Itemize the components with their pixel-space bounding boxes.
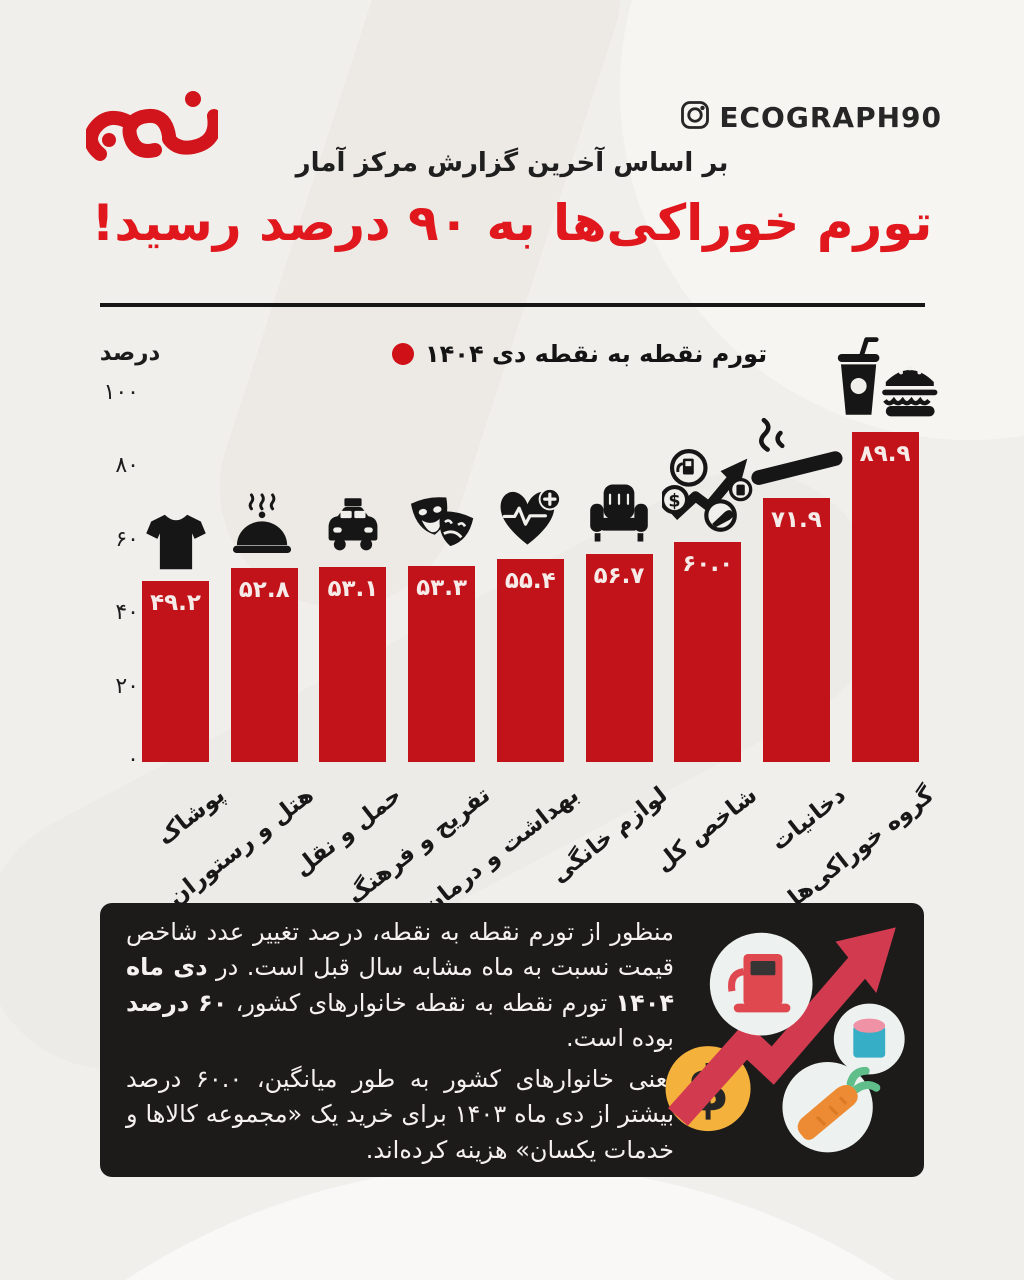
title-divider	[100, 303, 925, 307]
bar: ۸۹.۹	[851, 432, 919, 762]
bar-value-label: ۵۵.۴	[504, 568, 556, 594]
fastfood-icon	[825, 332, 945, 424]
tshirt-icon	[144, 511, 208, 573]
health-icon	[495, 487, 565, 551]
bar-value-label: ۸۹.۹	[859, 441, 911, 467]
y-tick: ۰	[127, 747, 139, 772]
inflation-illustration: $	[662, 915, 910, 1163]
bar-value-label: ۵۶.۷	[593, 563, 645, 589]
chart-legend: تورم نقطه به نقطه دی ۱۴۰۴	[392, 340, 767, 368]
legend-label: تورم نقطه به نقطه دی ۱۴۰۴	[425, 340, 768, 368]
y-tick: ۱۰۰	[103, 380, 139, 405]
y-tick: ۲۰	[115, 673, 139, 699]
category-label: دخانیات	[766, 782, 851, 856]
info-paragraph: منظور از تورم نقطه به نقطه، درصد تغییر ع…	[126, 918, 674, 1052]
bar: ۴۹.۲	[142, 581, 209, 762]
bar: ۵۵.۴	[496, 559, 564, 762]
svg-text:$: $	[668, 491, 680, 511]
info-text: منظور از تورم نقطه به نقطه، درصد تغییر ع…	[126, 915, 674, 1174]
y-axis-label: درصد	[99, 340, 161, 366]
oil-barrel-icon	[833, 1003, 905, 1075]
bar: ۵۳.۱	[319, 567, 387, 762]
y-tick: ۴۰	[115, 600, 139, 626]
legend-dot-icon	[392, 343, 414, 365]
info-box: منظور از تورم نقطه به نقطه، درصد تغییر ع…	[100, 903, 924, 1177]
brand-logo	[84, 86, 222, 166]
bar-value-label: ۶۰.۰	[682, 551, 734, 577]
page-title: تورم خوراکی‌ها به ۹۰ درصد رسید!	[91, 194, 933, 252]
bar-value-label: ۵۳.۱	[327, 576, 379, 602]
handle-text: ECOGRAPH90	[719, 100, 942, 134]
instagram-handle: ECOGRAPH90	[680, 100, 942, 134]
bar-value-label: ۵۲.۸	[238, 577, 290, 603]
bar: ۵۶.۷	[585, 554, 653, 762]
info-paragraph: یعنی خانوارهای کشور به طور میانگین، ۶۰.۰…	[126, 1065, 675, 1164]
instagram-icon	[680, 100, 710, 134]
carrot-icon	[782, 1062, 881, 1153]
bar: ۵۳.۳	[408, 566, 476, 762]
bar-value-label: ۴۹.۲	[150, 590, 201, 616]
fuel-pump-icon	[709, 932, 813, 1036]
index-icon: $	[661, 446, 754, 534]
brand-logo-mark	[84, 91, 222, 161]
y-tick: ۶۰	[115, 526, 139, 552]
category-label: بهداشت و درمان	[418, 782, 585, 920]
bar: ۶۰.۰	[674, 542, 742, 762]
subtitle: بر اساس آخرین گزارش مرکز آمار	[295, 148, 729, 178]
theater-masks-icon	[404, 494, 480, 558]
category-label: هتل و رستوران	[163, 782, 319, 912]
y-tick: ۸۰	[115, 453, 139, 479]
taxi-icon	[318, 493, 388, 559]
bar: ۷۱.۹	[762, 498, 830, 762]
bar-value-label: ۷۱.۹	[770, 507, 822, 533]
bar: ۵۲.۸	[230, 568, 298, 762]
category-label: گروه خوراکی‌ها	[783, 782, 940, 912]
background-swoosh	[0, 1165, 1024, 1280]
cigarette-icon	[741, 410, 851, 490]
bar-value-label: ۵۳.۳	[416, 575, 468, 601]
cloche-icon	[231, 492, 297, 560]
armchair-icon	[585, 482, 653, 546]
growth-arrow-icon	[668, 927, 896, 1126]
category-label: پوشاک	[152, 782, 230, 851]
